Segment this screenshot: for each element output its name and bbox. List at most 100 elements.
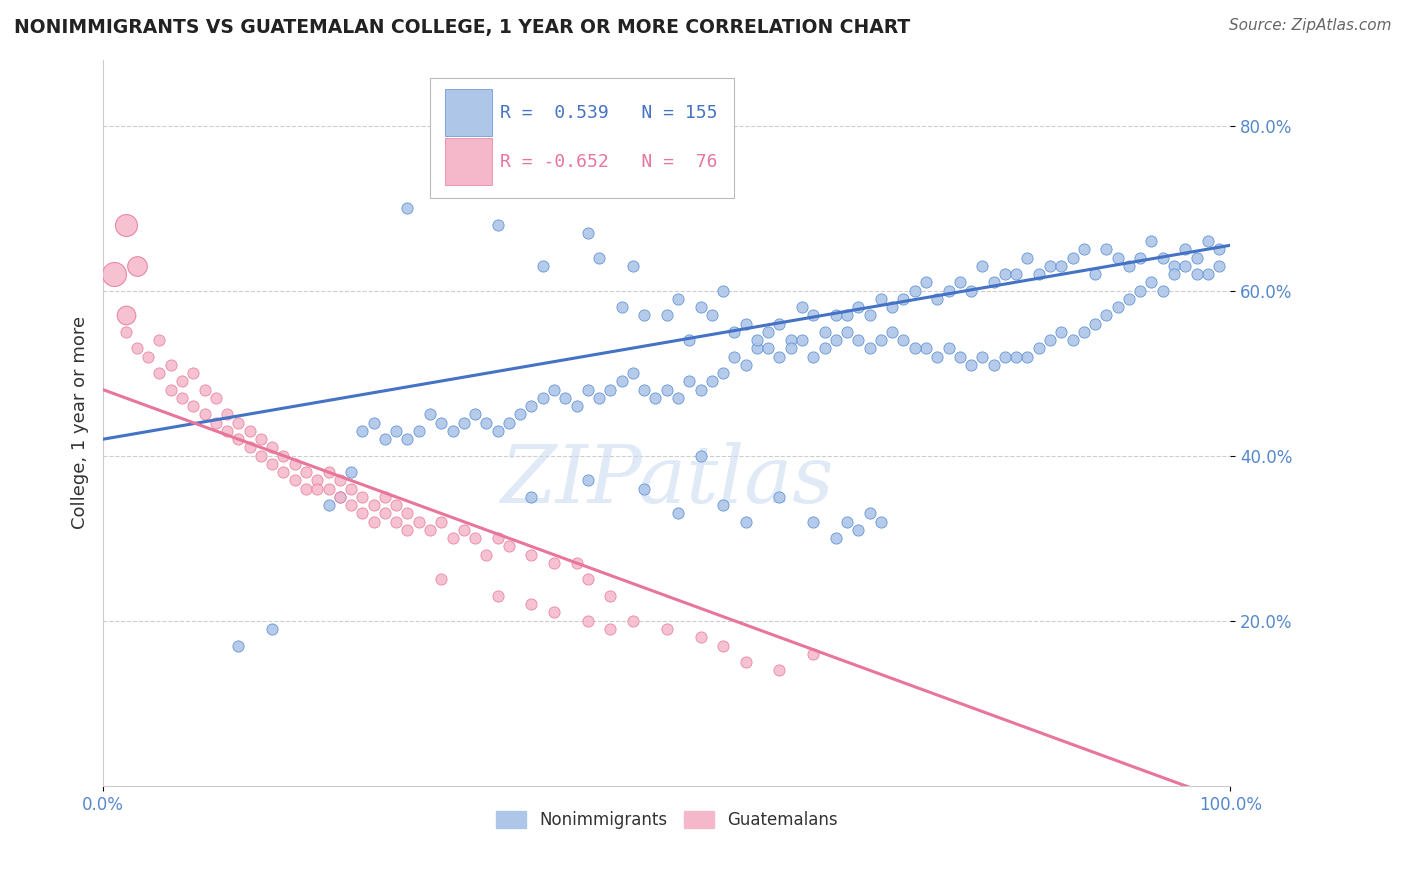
Point [340,465,363,479]
Point [588,251,610,265]
Point [768,663,790,677]
Point [801,309,824,323]
Point [1084,317,1107,331]
Point [644,391,666,405]
Point [1050,259,1073,273]
Point [396,523,419,537]
Point [352,424,374,438]
Point [859,507,882,521]
Point [408,515,430,529]
Point [318,482,340,496]
Point [486,218,509,232]
Point [790,333,813,347]
Point [1095,243,1118,257]
Point [1140,276,1163,290]
Point [1129,251,1152,265]
Point [1197,267,1219,281]
Point [148,366,170,380]
Point [1185,267,1208,281]
Point [927,350,949,364]
Point [1107,251,1129,265]
Point [1197,234,1219,248]
FancyBboxPatch shape [444,138,492,185]
Point [159,358,181,372]
Point [756,325,779,339]
Text: R = -0.652   N =  76: R = -0.652 N = 76 [501,153,717,171]
Point [543,606,565,620]
Point [655,309,678,323]
Point [813,325,835,339]
Point [464,408,486,422]
Point [1062,251,1084,265]
Point [1118,292,1140,306]
Point [531,259,554,273]
Point [453,523,475,537]
Point [385,515,408,529]
Point [904,342,927,356]
Point [768,490,790,504]
Point [419,523,441,537]
Point [239,424,262,438]
Point [1095,309,1118,323]
Point [1073,243,1095,257]
Point [228,432,250,446]
Y-axis label: College, 1 year or more: College, 1 year or more [72,316,89,529]
Point [1208,259,1230,273]
Legend: Nonimmigrants, Guatemalans: Nonimmigrants, Guatemalans [489,804,845,836]
Point [374,490,396,504]
Point [284,474,307,488]
Point [870,515,893,529]
Point [576,573,599,587]
Point [239,441,262,455]
Point [983,276,1005,290]
Point [385,424,408,438]
Point [576,383,599,397]
Point [711,284,734,298]
Text: R =  0.539   N = 155: R = 0.539 N = 155 [501,103,717,121]
Point [983,358,1005,372]
Point [363,515,385,529]
Point [250,449,273,463]
Point [824,333,846,347]
Point [1062,333,1084,347]
Point [938,284,960,298]
Point [848,300,870,314]
Point [352,507,374,521]
Point [655,622,678,636]
Point [599,383,621,397]
Point [520,399,543,413]
Point [114,309,136,323]
Point [801,515,824,529]
Point [768,317,790,331]
Point [779,333,801,347]
Point [768,350,790,364]
Point [396,432,419,446]
Point [904,284,927,298]
Point [520,597,543,611]
Point [870,333,893,347]
Point [217,408,239,422]
Point [114,218,136,232]
Point [464,531,486,545]
Point [396,507,419,521]
Point [711,639,734,653]
Point [745,333,768,347]
Point [363,498,385,512]
Point [756,342,779,356]
Point [170,391,193,405]
Point [824,531,846,545]
Point [329,474,352,488]
Point [125,342,148,356]
Point [882,300,904,314]
Text: Source: ZipAtlas.com: Source: ZipAtlas.com [1229,18,1392,33]
Point [610,300,633,314]
Point [114,325,136,339]
Point [927,292,949,306]
Point [453,416,475,430]
Point [848,333,870,347]
Point [565,399,588,413]
Point [576,226,599,240]
Point [554,391,576,405]
Point [1039,259,1062,273]
Point [318,498,340,512]
